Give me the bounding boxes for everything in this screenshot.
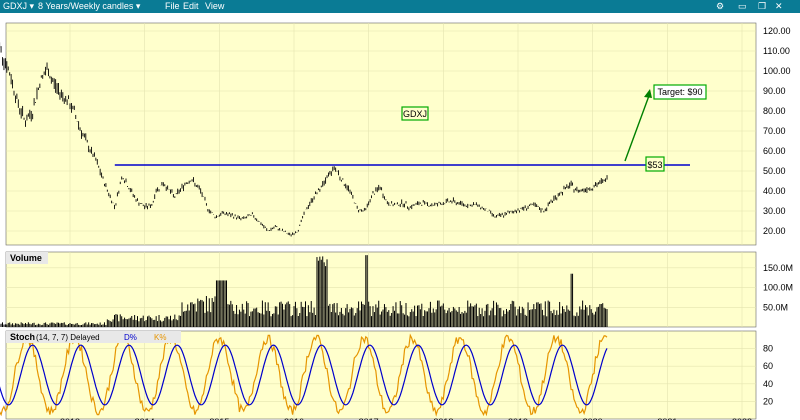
stoch-title: Stoch xyxy=(10,332,35,342)
stoch-tick-label: 20 xyxy=(763,396,773,406)
time-tick-label: 2022 xyxy=(732,417,752,420)
price-tick-label: 20.00 xyxy=(763,226,786,236)
target-arrow xyxy=(624,92,651,162)
settings-icon[interactable]: ⚙ xyxy=(716,1,725,11)
chart-area: 120.00 110.00 100.00 90.00 80.00 70.00 60.00 50… xyxy=(0,22,793,420)
stoch-k-line xyxy=(0,333,608,417)
price-tick-label: 70.00 xyxy=(763,126,786,136)
ticker-label: GDXJ xyxy=(403,109,427,119)
stoch-tick-label: 40 xyxy=(763,379,773,389)
stoch-d-legend: D% xyxy=(124,333,137,342)
price-tick-label: 110.00 xyxy=(763,46,790,56)
target-arrow-head xyxy=(644,89,652,98)
volume-tick-label: 100.0M xyxy=(763,283,793,293)
resistance-label: $53 xyxy=(647,160,662,170)
time-tick-label: 2019 xyxy=(508,417,528,420)
price-tick-label: 30.00 xyxy=(763,206,786,216)
volume-tick-label: 150.0M xyxy=(763,263,793,273)
symbol-dropdown[interactable]: GDXJ ▾ xyxy=(3,1,35,11)
volume-panel xyxy=(5,251,757,328)
price-tick-label: 80.00 xyxy=(763,106,786,116)
time-tick-label: 2018 xyxy=(433,417,453,420)
stoch-tick-label: 60 xyxy=(763,361,773,371)
stoch-k-legend: K% xyxy=(154,333,166,342)
price-panel xyxy=(5,22,757,246)
time-tick-label: 2020 xyxy=(583,417,603,420)
menu-file[interactable]: File xyxy=(165,1,180,11)
menu-view[interactable]: View xyxy=(205,1,225,11)
volume-title-bg xyxy=(6,252,48,264)
minimize-icon[interactable]: ▭ xyxy=(738,1,747,11)
price-tick-label: 120.00 xyxy=(763,26,791,36)
time-tick-label: 2014 xyxy=(135,417,155,420)
range-dropdown[interactable]: 8 Years/Weekly candles ▾ xyxy=(38,1,141,11)
stoch-panel xyxy=(5,330,757,420)
restore-icon[interactable]: ❐ xyxy=(758,1,767,11)
price-tick-label: 50.00 xyxy=(763,166,786,176)
time-tick-label: 2017 xyxy=(359,417,379,420)
stoch-tick-label: 80 xyxy=(763,344,773,354)
time-tick-label: 2016 xyxy=(284,417,304,420)
volume-tick-label: 50.0M xyxy=(763,302,788,312)
menu-bar: GDXJ ▾ 8 Years/Weekly candles ▾ File Edi… xyxy=(0,0,800,13)
price-tick-label: 90.00 xyxy=(763,86,786,96)
price-tick-label: 40.00 xyxy=(763,186,786,196)
target-label: Target: $90 xyxy=(657,87,702,97)
stoch-params: (14, 7, 7) Delayed xyxy=(36,333,100,342)
resistance-label-box xyxy=(645,156,665,172)
price-tick-label: 100.00 xyxy=(763,66,791,76)
volume-title: Volume xyxy=(10,253,42,263)
time-tick-label: 2021 xyxy=(657,417,677,420)
time-tick-label: 2013 xyxy=(60,417,80,420)
stoch-title-bg xyxy=(6,331,181,343)
ticker-label-box xyxy=(401,106,429,121)
stoch-d-line xyxy=(0,344,608,406)
close-icon[interactable]: ✕ xyxy=(775,1,783,11)
target-label-box xyxy=(653,84,707,100)
price-tick-label: 60.00 xyxy=(763,146,786,156)
menu-edit[interactable]: Edit xyxy=(183,1,199,11)
time-tick-label: 2015 xyxy=(209,417,229,420)
